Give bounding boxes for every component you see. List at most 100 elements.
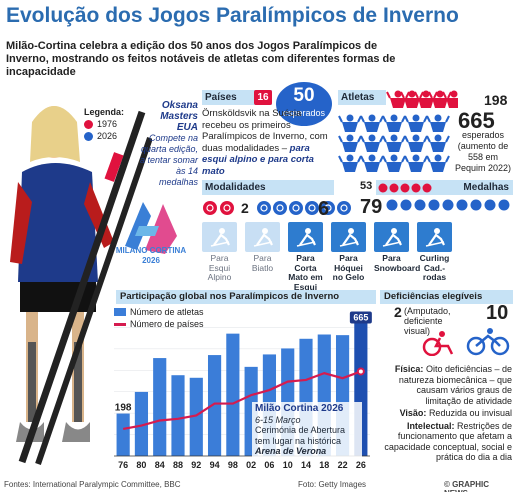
modalidades-2026-icons — [256, 201, 351, 215]
deficiencias-1976-count: 2 — [394, 304, 402, 320]
medal-2026-icon — [456, 199, 468, 211]
sport-item: Para Esqui Alpino — [202, 222, 237, 292]
x-tick-label: 98 — [228, 460, 238, 470]
athlete-country: EUA — [176, 122, 198, 133]
visao-text: Reduzida ou invisual — [428, 408, 512, 418]
paises-2026-circle: 50 esperados — [276, 82, 332, 126]
legend-item-1976: 1976 — [84, 118, 124, 130]
data-label-last-bg — [349, 311, 372, 324]
x-tick-label: 88 — [173, 460, 183, 470]
paises-text-plain: Örnsköldsvik na Suécia recebeu os primei… — [202, 108, 328, 154]
athlete-2026-icon — [338, 154, 362, 172]
x-tick-label: 76 — [118, 460, 128, 470]
sport-medal-icon — [272, 201, 287, 215]
chart-title: Participação global nos Paralímpicos de … — [116, 290, 376, 304]
deficiencias-header: Deficiências elegíveis — [380, 290, 513, 304]
intelectual-text: Restrições de funcionamento que afetam a… — [384, 420, 512, 463]
bar-swatch-icon — [114, 308, 126, 316]
x-tick-label: 22 — [338, 460, 348, 470]
sport-medal-icon — [320, 201, 335, 215]
medal-2026-icon — [484, 199, 496, 211]
subtitle: Milão-Cortina celebra a edição dos 50 an… — [6, 40, 396, 78]
x-tick-label: 84 — [155, 460, 165, 470]
deficiencias-2026-count: 10 — [486, 302, 509, 324]
biathlon-icon — [245, 222, 280, 252]
x-tick-label: 80 — [136, 460, 146, 470]
sport-medal-icon — [288, 201, 303, 215]
sport-label: Para Snowboard — [374, 253, 421, 273]
bar-athletes — [171, 375, 185, 456]
logo-text: MILANO CORTINA 2026 — [106, 246, 196, 266]
atletas-2026-count: 665 — [458, 108, 495, 133]
bar-athletes — [134, 391, 149, 456]
chart-note-venue: Arena de Verona — [255, 446, 327, 456]
logo-line-2: 2026 — [142, 256, 160, 265]
sport-item: Para Hóquei no Gelo — [331, 222, 366, 292]
athlete-caption: Oksana Masters EUA Compete na quarta edi… — [136, 100, 198, 188]
modalidades-1976-icons — [203, 201, 234, 215]
athlete-2026-icon — [338, 134, 362, 152]
sport-label: Curling Cad.-rodas — [419, 253, 450, 282]
medal-2026-icon — [400, 199, 412, 211]
medal-1976-icon — [411, 183, 421, 193]
chart-legend-athletes: Número de atletas — [114, 306, 204, 318]
medal-1976-icon — [400, 183, 410, 193]
medalhas-header: Medalhas — [376, 180, 513, 195]
wheelchair-icon — [422, 331, 454, 356]
bar-athletes — [207, 355, 222, 456]
sport-item: Para Corta Mato em Esqui — [288, 222, 323, 292]
legend-label: 1976 — [97, 119, 118, 129]
chart-legend-label: Número de atletas — [130, 307, 204, 317]
deficiencias-visao: Visão: Reduzida ou invisual — [384, 408, 512, 419]
sport-label: Para Hóquei no Gelo — [332, 253, 365, 282]
line-countries — [122, 370, 362, 431]
paises-1976-badge: 16 — [254, 90, 272, 105]
alpine-ski-icon — [202, 222, 237, 252]
x-tick-label: 18 — [319, 460, 329, 470]
sports-list: Para Esqui Alpino Para Biatlo Para Corta M… — [202, 222, 452, 292]
blue-dot-icon — [84, 131, 93, 141]
wheelchair-curling-icon — [417, 222, 452, 252]
x-tick-label: 10 — [283, 460, 293, 470]
athlete-2026-icon — [426, 134, 450, 152]
red-dot-icon — [84, 119, 93, 129]
chart-note-dates: 6-15 Março — [255, 414, 301, 425]
athlete-2026-icon — [360, 134, 384, 152]
x-tick-label: 94 — [210, 460, 220, 470]
line-swatch-icon — [114, 322, 126, 326]
sport-item: Curling Cad.-rodas — [417, 222, 452, 292]
snowboard-icon — [374, 222, 409, 252]
x-tick-label: 14 — [301, 460, 311, 470]
x-tick-label: 92 — [191, 460, 201, 470]
sport-label: Para Biatlo — [251, 253, 274, 273]
ice-hockey-icon — [331, 222, 366, 252]
medal-2026-icon — [442, 199, 454, 211]
modalidades-header: Modalidades — [202, 180, 334, 195]
deficiencias-fisica: Física: Oito deficiências – de natureza … — [384, 364, 512, 406]
sport-medal-icon — [336, 201, 351, 215]
legend-label: 2026 — [97, 131, 118, 141]
chart-note-heading: Milão Cortina 2026 — [255, 403, 344, 414]
handcycle-icon — [466, 328, 510, 356]
logo-line-1: MILANO CORTINA — [115, 246, 187, 255]
athlete-1976-icon — [428, 90, 452, 108]
footer-photo: Foto: Getty Images — [298, 480, 367, 489]
medal-2026-icon — [414, 199, 426, 211]
athlete-2026-icon — [404, 134, 428, 152]
athlete-2026-icon — [382, 114, 406, 132]
modalidades-row: 2 — [202, 200, 352, 216]
athletes-pictogram — [338, 90, 458, 172]
data-label-first: 198 — [115, 403, 132, 414]
athlete-name: Oksana Masters — [160, 100, 198, 122]
athlete-1976-icon — [442, 90, 458, 108]
medal-1976-icon — [422, 183, 432, 193]
medalhas-2026-icons — [386, 199, 510, 211]
deficiencias-text: Física: Oito deficiências – de natureza … — [384, 364, 512, 465]
paises-2026-count: 50 — [293, 85, 315, 106]
footer-sources: Fontes: International Paralympic Committ… — [4, 480, 181, 489]
paises-text-bold: para esqui alpino e para corta mato — [202, 142, 314, 177]
bar-athletes — [153, 358, 167, 456]
athlete-2026-icon — [382, 134, 406, 152]
athlete-2026-icon — [426, 154, 450, 172]
athlete-2026-icon — [426, 114, 450, 132]
